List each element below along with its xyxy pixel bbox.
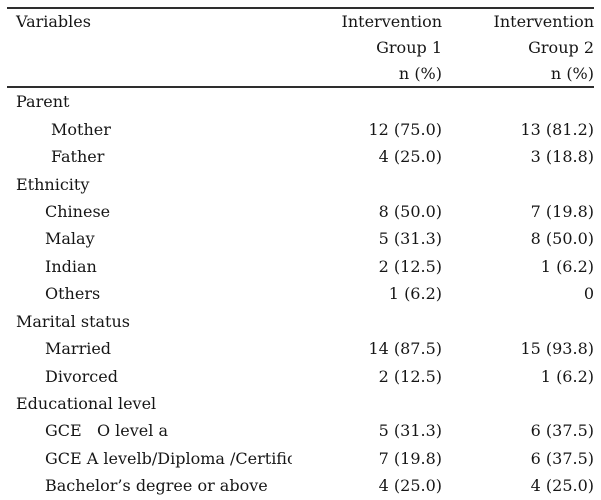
group2-value: 8 (50.0): [530, 229, 594, 249]
group1-value: 8 (50.0): [378, 201, 442, 221]
group2-value: 6 (37.5): [530, 448, 594, 468]
group2-value: 0: [583, 284, 594, 304]
group1-value: 4 (25.0): [378, 476, 442, 496]
group2-value: 3 (18.8): [530, 147, 594, 167]
table-row-mother: Mother 12 (75.0) 13 (81.2): [7, 115, 594, 142]
table-row-gce-o-level: GCE O level a 5 (31.3) 6 (37.5): [7, 417, 594, 444]
group1-value: 5 (31.3): [378, 229, 442, 249]
table-row-ethnicity: Ethnicity: [7, 170, 594, 197]
table-header: Variables Intervention Intervention Grou…: [7, 9, 594, 86]
table-row-marital-status: Marital status: [7, 308, 594, 335]
table-row-bachelors-degree: Bachelor’s degree or above 4 (25.0) 4 (2…: [7, 472, 594, 499]
row-label: Bachelor’s degree or above: [45, 476, 268, 496]
row-label: Educational level: [16, 394, 157, 414]
table-row-others: Others 1 (6.2) 0: [7, 280, 594, 307]
column-header-group1-line1: Intervention: [341, 12, 442, 32]
row-label: Mother: [51, 119, 111, 139]
column-header-group1-line3: n (%): [398, 63, 442, 83]
column-header-group1-line2: Group 1: [376, 37, 442, 57]
table-row-gce-a-level: GCE A levelb/Diploma /Certificate 7 (19.…: [7, 445, 594, 472]
group2-value: 13 (81.2): [520, 119, 594, 139]
row-label: GCE O level a: [45, 421, 168, 441]
row-label: Chinese: [45, 201, 111, 221]
row-label: Indian: [45, 256, 97, 276]
row-label: Ethnicity: [16, 174, 90, 194]
row-label: Others: [45, 284, 101, 304]
row-label: GCE A levelb/Diploma /Certificate: [45, 448, 292, 468]
group2-value: 15 (93.8): [520, 339, 594, 359]
group2-value: 1 (6.2): [540, 366, 594, 386]
table-top-rule: [7, 7, 594, 9]
row-label: Malay: [45, 229, 95, 249]
table-row-married: Married 14 (87.5) 15 (93.8): [7, 335, 594, 362]
group2-value: 4 (25.0): [530, 476, 594, 496]
header-bottom-rule: [7, 86, 594, 88]
group2-value: 7 (19.8): [530, 201, 594, 221]
header-row-3: n (%) n (%): [7, 60, 594, 86]
row-label: Married: [45, 339, 112, 359]
group1-value: 1 (6.2): [388, 284, 442, 304]
row-label: Divorced: [45, 366, 118, 386]
column-header-variables: Variables: [16, 12, 91, 32]
row-label: Marital status: [16, 311, 130, 331]
column-header-group2-line2: Group 2: [528, 37, 594, 57]
row-label: Father: [51, 147, 105, 167]
table-row-chinese: Chinese 8 (50.0) 7 (19.8): [7, 198, 594, 225]
table-row-divorced: Divorced 2 (12.5) 1 (6.2): [7, 362, 594, 389]
group1-value: 12 (75.0): [368, 119, 442, 139]
table-row-indian: Indian 2 (12.5) 1 (6.2): [7, 253, 594, 280]
group1-value: 14 (87.5): [368, 339, 442, 359]
group2-value: 1 (6.2): [540, 256, 594, 276]
table-row-malay: Malay 5 (31.3) 8 (50.0): [7, 225, 594, 252]
column-header-group2-line1: Intervention: [493, 12, 594, 32]
table-row-parent: Parent: [7, 88, 594, 115]
table-body: Parent Mother 12 (75.0) 13 (81.2) Father…: [7, 88, 594, 500]
header-row-1: Variables Intervention Intervention: [7, 9, 594, 35]
group1-value: 5 (31.3): [378, 421, 442, 441]
table-row-educational-level: Educational level: [7, 390, 594, 417]
table-row-father: Father 4 (25.0) 3 (18.8): [7, 143, 594, 170]
group1-value: 2 (12.5): [378, 366, 442, 386]
row-label: Parent: [16, 92, 70, 112]
group2-value: 6 (37.5): [530, 421, 594, 441]
column-header-group2-line3: n (%): [550, 63, 594, 83]
header-row-2: Group 1 Group 2: [7, 35, 594, 61]
group1-value: 4 (25.0): [378, 147, 442, 167]
group1-value: 7 (19.8): [378, 448, 442, 468]
group1-value: 2 (12.5): [378, 256, 442, 276]
